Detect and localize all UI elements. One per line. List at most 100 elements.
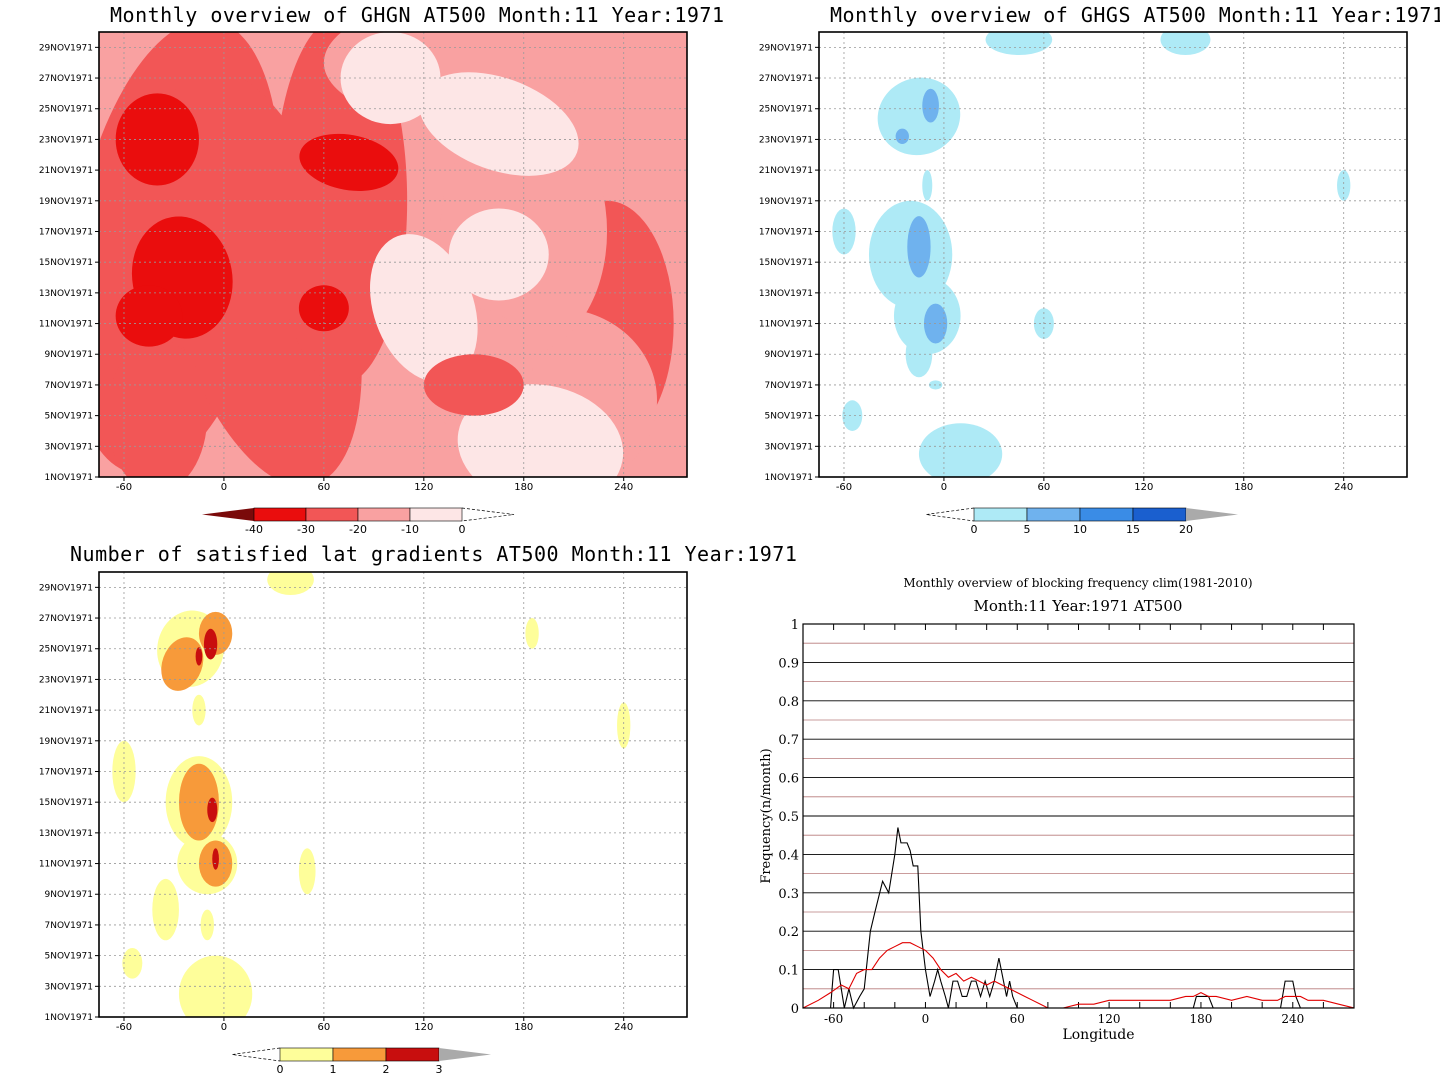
colorbar-tick-label: 2 <box>383 1063 390 1076</box>
colorbar-tick-label: -10 <box>401 523 419 536</box>
contour-region <box>985 32 1053 56</box>
x-tick-label: 120 <box>1134 482 1153 493</box>
blocking-panel: Monthly overview of blocking frequency c… <box>720 545 1440 1091</box>
blocking-title: Monthly overview of blocking frequency c… <box>903 576 1252 590</box>
contour-region <box>832 208 856 255</box>
y-tick-label: 25NOV1971 <box>39 645 93 655</box>
x-tick-label: 240 <box>1281 1012 1304 1026</box>
y-axis-label: Frequency(n/month) <box>759 748 774 883</box>
plot-frame <box>98 31 688 478</box>
y-tick-label: 0.9 <box>778 656 799 671</box>
y-tick-label: 1NOV1971 <box>45 473 93 483</box>
y-tick-label: 21NOV1971 <box>759 166 813 176</box>
y-tick-label: 0.4 <box>778 848 799 863</box>
y-tick-label: 5NOV1971 <box>45 952 93 962</box>
contour-region <box>922 88 939 123</box>
ghgn-chart: -60 0 60 120 180 240 1NOV1971 3NOV1971 5NOV1971 7… <box>39 31 688 536</box>
ghgs-panel: Monthly overview of GHGS AT500 Month:11 … <box>720 0 1440 545</box>
y-tick-label: 9NOV1971 <box>765 350 813 360</box>
contour-region <box>178 763 219 841</box>
colorbar-arrow-high <box>439 1048 491 1061</box>
latgrad-title: Number of satisfied lat gradients AT500 … <box>70 542 798 566</box>
x-tick-label: 0 <box>221 1022 227 1033</box>
contour-region <box>895 128 909 145</box>
y-tick-label: 5NOV1971 <box>765 412 813 422</box>
y-tick-label: 9NOV1971 <box>45 350 93 360</box>
x-tick-label: 180 <box>1189 1012 1212 1026</box>
y-tick-label: 21NOV1971 <box>39 706 93 716</box>
y-tick-label: 23NOV1971 <box>39 675 93 685</box>
y-tick-label: 11NOV1971 <box>39 320 93 330</box>
plot-frame <box>98 571 688 1018</box>
y-tick-label: 29NOV1971 <box>39 583 93 593</box>
contour-region <box>178 955 253 1017</box>
x-tick-label: 60 <box>1010 1012 1025 1026</box>
y-tick-label: 19NOV1971 <box>759 197 813 207</box>
latgrad-chart: -60 0 60 120 180 2401NOV19713NOV19715NOV19717… <box>39 571 688 1076</box>
ghgs-title: Monthly overview of GHGS AT500 Month:11 … <box>830 3 1440 27</box>
y-tick-label: 0.7 <box>778 733 799 748</box>
y-tick-label: 15NOV1971 <box>39 258 93 268</box>
y-tick-label: 0.3 <box>778 887 799 902</box>
contour-region <box>203 628 218 660</box>
y-tick-label: 25NOV1971 <box>39 105 93 115</box>
contour-region <box>907 216 931 278</box>
x-tick-label: 60 <box>318 1022 331 1033</box>
contour-region <box>918 423 1003 477</box>
y-tick-label: 23NOV1971 <box>39 135 93 145</box>
colorbar-box <box>385 1047 440 1062</box>
colorbar-tick-label: 0 <box>459 523 466 536</box>
x-tick-label: 60 <box>318 482 331 493</box>
colorbar-arrow-low <box>202 508 254 521</box>
y-tick-label: 0.6 <box>778 772 799 787</box>
y-tick-label: 15NOV1971 <box>39 798 93 808</box>
x-tick-label: 240 <box>614 1022 633 1033</box>
contour-region <box>905 331 933 378</box>
y-tick-label: 23NOV1971 <box>759 135 813 145</box>
contour-region <box>418 72 579 176</box>
x-tick-label: 180 <box>514 482 533 493</box>
y-tick-label: 1NOV1971 <box>45 1013 93 1023</box>
contour-region <box>207 797 218 823</box>
y-tick-label: 7NOV1971 <box>765 381 813 391</box>
y-tick-label: 21NOV1971 <box>39 166 93 176</box>
y-tick-label: 27NOV1971 <box>39 614 93 624</box>
contour-region <box>423 354 524 416</box>
plot-frame <box>818 31 1408 478</box>
y-tick-label: 19NOV1971 <box>39 197 93 207</box>
y-tick-label: 25NOV1971 <box>759 105 813 115</box>
contour-region <box>115 285 183 347</box>
colorbar-tick-label: 1 <box>330 1063 337 1076</box>
y-tick-label: 7NOV1971 <box>45 381 93 391</box>
x-tick-label: 60 <box>1038 482 1051 493</box>
colorbar-tick-label: 20 <box>1179 523 1193 536</box>
y-tick-label: 15NOV1971 <box>759 258 813 268</box>
colorbar-arrow-high <box>461 507 515 522</box>
contour-region <box>112 740 136 803</box>
blocking-subtitle: Month:11 Year:1971 AT500 <box>974 597 1183 615</box>
y-tick-label: 27NOV1971 <box>39 74 93 84</box>
x-tick-label: 120 <box>414 1022 433 1033</box>
colorbar-tick-label: -20 <box>349 523 367 536</box>
contour-region <box>195 647 203 666</box>
colorbar-box <box>279 1047 334 1062</box>
contour-region <box>525 618 539 649</box>
y-tick-label: 11NOV1971 <box>759 320 813 330</box>
series-red-line <box>803 942 1354 1009</box>
colorbar-tick-label: 10 <box>1073 523 1087 536</box>
colorbar-box <box>253 507 307 522</box>
y-tick-label: 3NOV1971 <box>765 442 813 452</box>
contour-region <box>152 878 179 941</box>
y-tick-label: 0.5 <box>778 810 799 825</box>
colorbar-tick-label: 15 <box>1126 523 1140 536</box>
x-tick-label: 180 <box>514 1022 533 1033</box>
colorbar-box <box>409 507 463 522</box>
ghgs-chart: -60 0 60 120 180 240 1NOV1971 3NOV1971 5NOV1971 7… <box>759 31 1408 536</box>
y-tick-label: 1NOV1971 <box>765 473 813 483</box>
colorbar-arrow-low <box>231 1047 281 1062</box>
x-tick-label: 120 <box>1098 1012 1121 1026</box>
y-tick-label: 17NOV1971 <box>759 227 813 237</box>
series-black-line <box>803 827 1354 1010</box>
y-tick-label: 0.2 <box>778 925 799 940</box>
contour-region <box>298 848 316 895</box>
